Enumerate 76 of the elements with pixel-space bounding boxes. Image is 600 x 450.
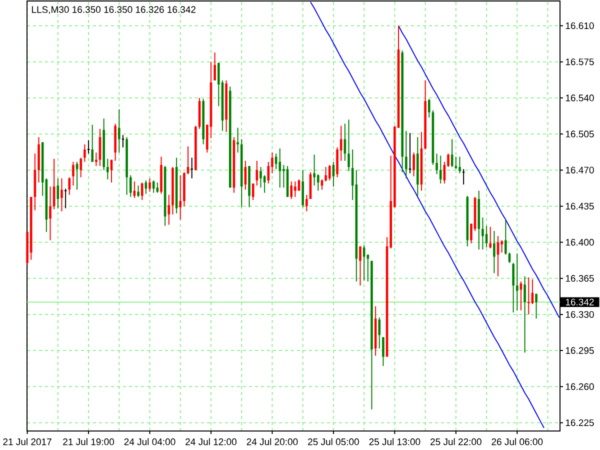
candlestick — [179, 174, 182, 220]
y-tick-label: 16.225 — [566, 419, 594, 426]
candlestick — [156, 182, 159, 194]
candlestick — [348, 119, 350, 172]
candlestick — [458, 156, 461, 174]
candlestick — [405, 130, 408, 179]
candlestick — [91, 124, 94, 162]
candlestick — [535, 293, 538, 320]
candlestick — [500, 240, 503, 254]
candlestick — [493, 230, 496, 274]
candlestick — [260, 166, 262, 188]
y-tick-label: 16.330 — [566, 311, 594, 318]
x-tick-label: 25 Jul 13:00 — [369, 438, 420, 446]
candlestick — [267, 161, 270, 184]
candlestick — [118, 108, 120, 154]
x-tick-label: 25 Jul 22:00 — [430, 438, 482, 446]
candlestick — [302, 170, 304, 208]
candlestick — [439, 155, 442, 184]
candlestick — [106, 158, 109, 180]
candlestick — [324, 166, 327, 182]
candlestick — [527, 276, 530, 315]
candlestick — [412, 152, 415, 177]
candlestick — [72, 161, 74, 186]
candlestick — [512, 262, 514, 313]
candlestick — [290, 180, 293, 200]
candlestick — [524, 276, 526, 354]
candlestick — [80, 157, 82, 178]
x-tick-label: 21 Jul 19:00 — [63, 438, 114, 446]
candlestick — [516, 253, 518, 311]
y-tick-label: 16.505 — [566, 130, 594, 138]
candlestick — [504, 219, 507, 256]
candlestick — [148, 178, 151, 192]
candlestick — [482, 217, 484, 250]
y-tick-label: 16.400 — [566, 238, 594, 246]
candlestick — [84, 144, 86, 162]
candlestick — [60, 178, 63, 212]
candlestick — [328, 164, 331, 181]
chart-title: LLS,M30 16.350 16.350 16.326 16.342 — [32, 6, 196, 14]
x-tick-label: 24 Jul 04:00 — [124, 438, 176, 446]
candlestick — [190, 157, 194, 179]
candlestick — [49, 186, 52, 241]
candlestick — [129, 174, 132, 198]
candlestick — [306, 194, 308, 212]
candlestick — [316, 174, 320, 192]
y-tick-label: 16.470 — [566, 166, 594, 174]
candlestick — [95, 152, 98, 166]
x-tick-label: 26 Jul 06:00 — [492, 438, 543, 446]
candlestick — [214, 52, 216, 81]
candlestick — [140, 182, 144, 201]
candlestick — [489, 226, 492, 249]
candlestick — [168, 194, 170, 226]
candlestick — [378, 317, 381, 349]
candlestick — [359, 246, 362, 286]
y-tick-label: 16.610 — [566, 22, 594, 30]
y-tick-label: 16.260 — [566, 383, 594, 390]
y-tick-label: 16.575 — [566, 58, 594, 66]
candlestick — [436, 153, 438, 175]
candlestick — [428, 98, 430, 118]
candlestick — [382, 336, 384, 367]
candlestick — [236, 127, 239, 154]
candlestick — [313, 154, 316, 186]
y-tick-label: 16.435 — [566, 202, 594, 210]
x-tick-label: 24 Jul 12:00 — [186, 438, 236, 446]
candlestick — [137, 185, 140, 198]
candlestick — [68, 176, 71, 196]
x-tick-label: 21 Jul 2017 — [3, 438, 52, 446]
y-tick-label: 16.295 — [566, 347, 594, 354]
x-tick-label: 25 Jul 05:00 — [308, 438, 359, 446]
candlestick — [133, 180, 136, 198]
candlestick — [274, 153, 278, 170]
y-tick-label: 16.540 — [566, 94, 594, 102]
y-tick-label: 16.365 — [566, 275, 594, 282]
x-tick-label: 24 Jul 20:00 — [246, 438, 298, 446]
candlestick — [278, 148, 282, 188]
ref-line-label: 16.342 — [566, 298, 594, 306]
candlestick — [294, 180, 296, 198]
